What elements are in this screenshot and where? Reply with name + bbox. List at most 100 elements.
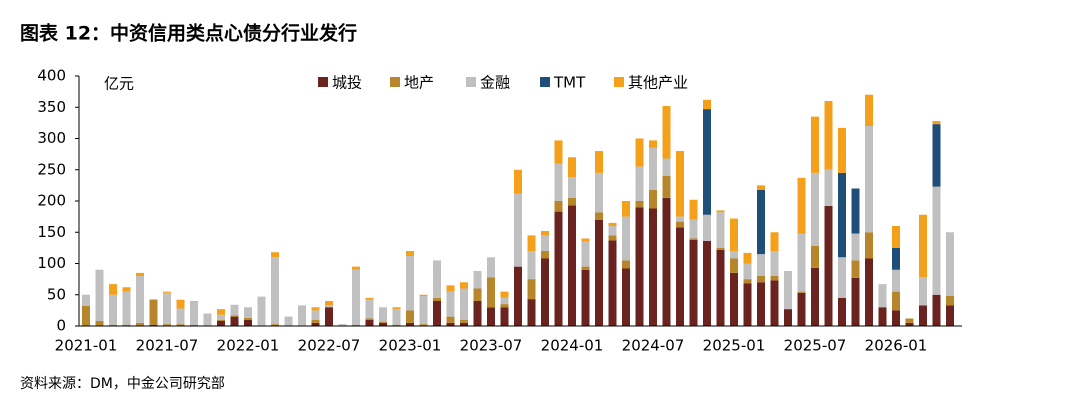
bar-segment (473, 301, 482, 326)
bar-segment (487, 257, 495, 278)
bar-segment (784, 309, 792, 326)
bar-segment (892, 226, 900, 248)
bar-segment (797, 177, 806, 234)
bar-segment (122, 287, 131, 292)
bar-segment (676, 216, 684, 222)
bar-segment (851, 277, 860, 326)
bar-segment (406, 322, 414, 326)
bar-segment (865, 94, 873, 126)
bar-segment (500, 291, 509, 298)
y-tick-label: 50 (47, 285, 66, 303)
bar-segment (460, 319, 468, 323)
bar-segment (95, 269, 104, 321)
bar-segment (163, 292, 171, 325)
bar-segment (892, 247, 900, 270)
bar-segment (149, 299, 158, 300)
bar-segment (190, 301, 198, 325)
x-tick-label: 2022-07 (298, 337, 361, 355)
bar-segment (109, 284, 117, 295)
bar-segment (568, 197, 576, 206)
bar-segment (932, 294, 941, 326)
bar-segment (473, 288, 482, 301)
bar-segment (919, 305, 927, 326)
bar-segment (730, 258, 738, 273)
bar-segment (838, 172, 846, 258)
bar-segment (676, 151, 684, 217)
source-note: 资料来源：DM，中金公司研究部 (20, 376, 225, 392)
bar-segment (595, 172, 603, 213)
bar-segment (581, 266, 590, 270)
bar-segment (136, 272, 144, 276)
bar-segment (865, 126, 873, 233)
bar-segment (635, 166, 644, 201)
bar-segment (689, 199, 698, 220)
bar-segment (311, 322, 320, 326)
legend-swatch (318, 77, 328, 87)
bar-segment (635, 138, 644, 167)
bar-segment (851, 233, 860, 261)
bar-segment (622, 216, 630, 261)
legend-label: 城投 (332, 74, 362, 92)
bar-segment (635, 207, 644, 326)
bar-segment (244, 319, 252, 326)
bar-segment (757, 282, 765, 326)
bar-segment (392, 307, 401, 310)
bar-segment (689, 219, 698, 239)
bar-segment (176, 308, 185, 325)
bar-segment (649, 147, 657, 190)
x-tick-label: 2022-01 (217, 337, 280, 355)
bar-segment (541, 235, 549, 251)
bar-segment (311, 307, 320, 311)
legend-label: 地产 (404, 74, 434, 92)
bar-segment (635, 201, 644, 208)
y-tick-label: 250 (37, 160, 66, 178)
bar-segment (163, 291, 171, 293)
bar-segment (352, 269, 360, 325)
bar-segment (541, 258, 549, 326)
bar-segment (851, 260, 860, 278)
bar-segment (568, 157, 576, 178)
bar-segment (217, 309, 225, 315)
x-tick-label: 2026-01 (865, 337, 928, 355)
bar-segment (649, 140, 657, 148)
bar-segment (352, 266, 360, 270)
x-tick-label: 2025-07 (784, 337, 847, 355)
bar-segment (716, 249, 725, 326)
bar-segment (217, 314, 225, 320)
bar-segment (662, 106, 671, 159)
legend-label: 其他产业 (628, 74, 688, 92)
bar-segment (703, 109, 711, 215)
bar-segment (433, 297, 441, 301)
bar-segment (892, 269, 900, 292)
y-tick-label: 200 (37, 192, 66, 210)
bar-segment (136, 276, 144, 323)
bar-segment (649, 189, 657, 209)
bar-segment (460, 282, 468, 289)
bar-segment (311, 310, 320, 320)
legend-swatch (390, 77, 400, 87)
bar-segment (622, 260, 630, 269)
bar-segment (851, 188, 860, 234)
bar-segment (149, 324, 158, 326)
bar-segment (608, 235, 617, 241)
bar-segment (743, 252, 752, 264)
bar-segment (770, 276, 779, 281)
bar-segment (271, 252, 279, 258)
y-tick-label: 300 (37, 129, 66, 147)
bar-segment (365, 318, 374, 320)
bar-segment (433, 260, 441, 298)
bar-segment (676, 221, 684, 228)
bar-segment (554, 140, 563, 164)
bar-segment (338, 324, 347, 326)
legend-swatch (540, 77, 550, 87)
bar-segment (608, 240, 617, 326)
bar-segment (311, 319, 320, 323)
bar-segment (554, 211, 563, 326)
bar-segment (824, 169, 833, 206)
bar-segment (892, 310, 900, 326)
x-tick-label: 2025-01 (703, 337, 766, 355)
bar-segment (770, 232, 779, 251)
bar-segment (716, 210, 725, 213)
bar-segment (770, 280, 779, 326)
bar-segment (419, 324, 428, 326)
